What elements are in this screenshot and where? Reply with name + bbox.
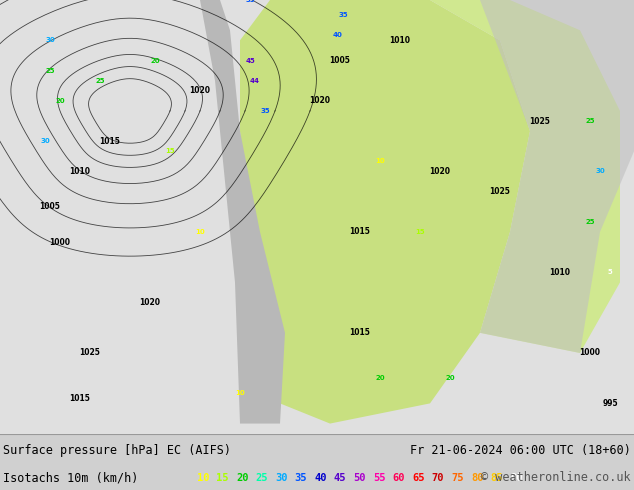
- Text: 995: 995: [602, 399, 618, 408]
- Text: 1020: 1020: [429, 167, 451, 176]
- Polygon shape: [480, 0, 634, 353]
- Text: 1010: 1010: [70, 167, 91, 176]
- Text: 1025: 1025: [489, 187, 510, 196]
- Text: 1000: 1000: [579, 348, 600, 358]
- Text: 65: 65: [412, 472, 425, 483]
- Text: 20: 20: [55, 98, 65, 104]
- Text: 15: 15: [415, 229, 425, 235]
- Text: 25: 25: [45, 68, 55, 74]
- Text: 40: 40: [314, 472, 327, 483]
- Text: 30: 30: [275, 472, 288, 483]
- Text: 1020: 1020: [309, 97, 330, 105]
- Text: 10: 10: [375, 158, 385, 164]
- Text: Isotachs 10m (km/h): Isotachs 10m (km/h): [3, 471, 139, 484]
- Text: © weatheronline.co.uk: © weatheronline.co.uk: [481, 471, 631, 484]
- Text: 1015: 1015: [349, 227, 370, 237]
- Text: 75: 75: [451, 472, 464, 483]
- Text: 1010: 1010: [550, 268, 571, 277]
- Text: 55: 55: [373, 472, 385, 483]
- Text: 10: 10: [195, 229, 205, 235]
- Text: 35: 35: [338, 12, 348, 18]
- Text: 15: 15: [216, 472, 229, 483]
- Text: 1015: 1015: [100, 137, 120, 146]
- Text: 1010: 1010: [389, 36, 410, 45]
- Text: 1025: 1025: [529, 117, 550, 125]
- Text: 1025: 1025: [79, 348, 100, 358]
- Text: 1020: 1020: [190, 86, 210, 95]
- Text: 90: 90: [510, 472, 522, 483]
- Text: 35: 35: [260, 108, 270, 114]
- Text: 70: 70: [432, 472, 444, 483]
- Text: 10: 10: [235, 391, 245, 396]
- Text: 45: 45: [334, 472, 346, 483]
- Text: 45: 45: [245, 57, 255, 64]
- Text: Surface pressure [hPa] EC (AIFS): Surface pressure [hPa] EC (AIFS): [3, 444, 231, 457]
- Polygon shape: [240, 0, 530, 423]
- Text: 20: 20: [445, 375, 455, 381]
- Text: 80: 80: [471, 472, 484, 483]
- Polygon shape: [430, 0, 620, 353]
- Text: 1005: 1005: [39, 202, 60, 211]
- Text: 25: 25: [256, 472, 268, 483]
- Text: 30: 30: [40, 138, 50, 144]
- Text: 50: 50: [354, 472, 366, 483]
- Text: 40: 40: [333, 32, 343, 38]
- Text: 20: 20: [236, 472, 249, 483]
- Text: 1020: 1020: [139, 298, 160, 307]
- Text: 10: 10: [197, 472, 209, 483]
- Text: 25: 25: [585, 118, 595, 124]
- Text: 20: 20: [375, 375, 385, 381]
- Text: 35: 35: [245, 0, 255, 3]
- Polygon shape: [200, 0, 285, 423]
- Text: 30: 30: [595, 169, 605, 174]
- Text: 60: 60: [392, 472, 405, 483]
- Text: 5: 5: [607, 270, 612, 275]
- Text: 1015: 1015: [349, 328, 370, 337]
- Text: 44: 44: [250, 78, 260, 84]
- Text: 30: 30: [45, 37, 55, 43]
- Text: 25: 25: [95, 78, 105, 84]
- Text: 25: 25: [585, 219, 595, 225]
- Text: 20: 20: [150, 57, 160, 64]
- Text: 15: 15: [165, 148, 175, 154]
- Text: 85: 85: [491, 472, 503, 483]
- Text: 1000: 1000: [49, 238, 70, 246]
- Text: 35: 35: [295, 472, 307, 483]
- Text: 1005: 1005: [330, 56, 351, 65]
- Text: 1015: 1015: [70, 394, 91, 403]
- Text: Fr 21-06-2024 06:00 UTC (18+60): Fr 21-06-2024 06:00 UTC (18+60): [410, 444, 631, 457]
